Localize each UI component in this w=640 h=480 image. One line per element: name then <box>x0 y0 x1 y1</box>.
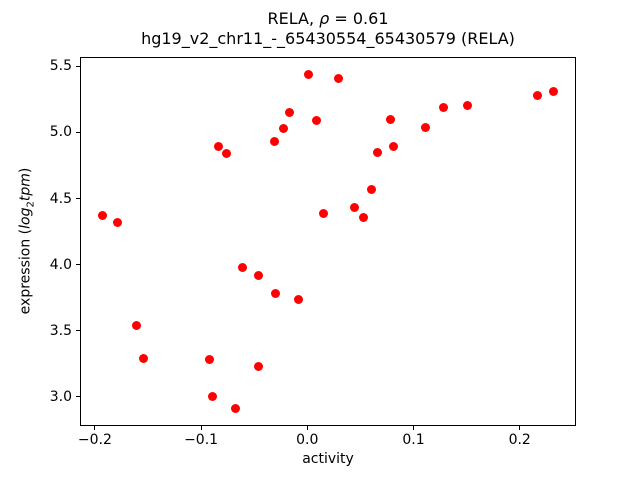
y-axis-tick-label: 5.5 <box>49 58 72 75</box>
plot-area <box>80 57 576 426</box>
data-point <box>420 122 430 132</box>
data-point <box>139 354 149 364</box>
data-point <box>438 102 448 112</box>
x-axis-tick-label: 0.0 <box>296 432 319 448</box>
data-point <box>279 123 289 133</box>
title-correlation-value: = 0.61 <box>329 9 389 28</box>
chart-title-line1: RELA, ρ = 0.61 <box>141 9 515 29</box>
y-axis-tick <box>76 131 80 133</box>
data-point <box>463 101 473 111</box>
title-rho-symbol: ρ <box>319 9 330 28</box>
x-axis-tick <box>412 426 414 430</box>
y-axis-tick-label: 4.5 <box>49 190 72 207</box>
y-axis-tick-label: 4.0 <box>49 256 72 273</box>
data-point <box>318 208 328 218</box>
data-point <box>269 137 279 147</box>
x-axis-tick-label: −0.1 <box>184 432 219 448</box>
x-axis-tick <box>306 426 308 430</box>
data-point <box>349 203 359 213</box>
x-axis-tick <box>519 426 521 430</box>
y-axis-tick <box>76 198 80 200</box>
data-point <box>208 392 218 402</box>
data-point <box>97 211 107 221</box>
data-point <box>270 289 280 299</box>
x-axis-tick-label: 0.2 <box>508 432 531 448</box>
chart-subtitle: hg19_v2_chr11_-_65430554_65430579 (RELA) <box>141 29 515 48</box>
y-label-suffix: ) <box>17 167 34 174</box>
data-point <box>385 114 395 124</box>
y-axis-tick <box>76 65 80 67</box>
data-point <box>238 262 247 272</box>
data-point <box>222 149 232 159</box>
title-text: RELA, <box>267 9 320 28</box>
data-point <box>112 217 122 227</box>
x-axis-tick <box>94 426 96 430</box>
data-point <box>205 355 215 365</box>
data-point <box>549 86 559 96</box>
data-point <box>253 361 263 371</box>
data-point <box>366 184 376 194</box>
data-point <box>333 73 343 83</box>
y-axis-tick-label: 3.0 <box>49 388 72 405</box>
data-point <box>294 294 304 304</box>
data-point <box>230 404 240 414</box>
x-axis-tick-label: −0.2 <box>77 432 112 448</box>
x-axis-tick-label: 0.1 <box>402 432 425 448</box>
data-point <box>312 115 322 125</box>
data-point <box>533 90 543 100</box>
y-axis-tick-label: 5.0 <box>49 124 72 141</box>
data-point <box>253 270 263 280</box>
y-axis-tick <box>76 264 80 266</box>
data-point <box>213 142 223 152</box>
y-label-log: log <box>17 207 34 229</box>
y-axis-tick <box>76 330 80 332</box>
data-point <box>372 147 382 157</box>
data-point <box>303 69 313 79</box>
data-point <box>131 320 141 330</box>
y-axis-tick <box>76 396 80 398</box>
data-point <box>388 142 398 152</box>
x-axis-tick <box>200 426 202 430</box>
chart-title: RELA, ρ = 0.61 hg19_v2_chr11_-_65430554_… <box>141 9 515 49</box>
x-axis-label: activity <box>302 451 354 467</box>
data-point <box>284 108 294 118</box>
y-axis-tick-label: 3.5 <box>49 322 72 339</box>
data-point <box>359 212 369 222</box>
